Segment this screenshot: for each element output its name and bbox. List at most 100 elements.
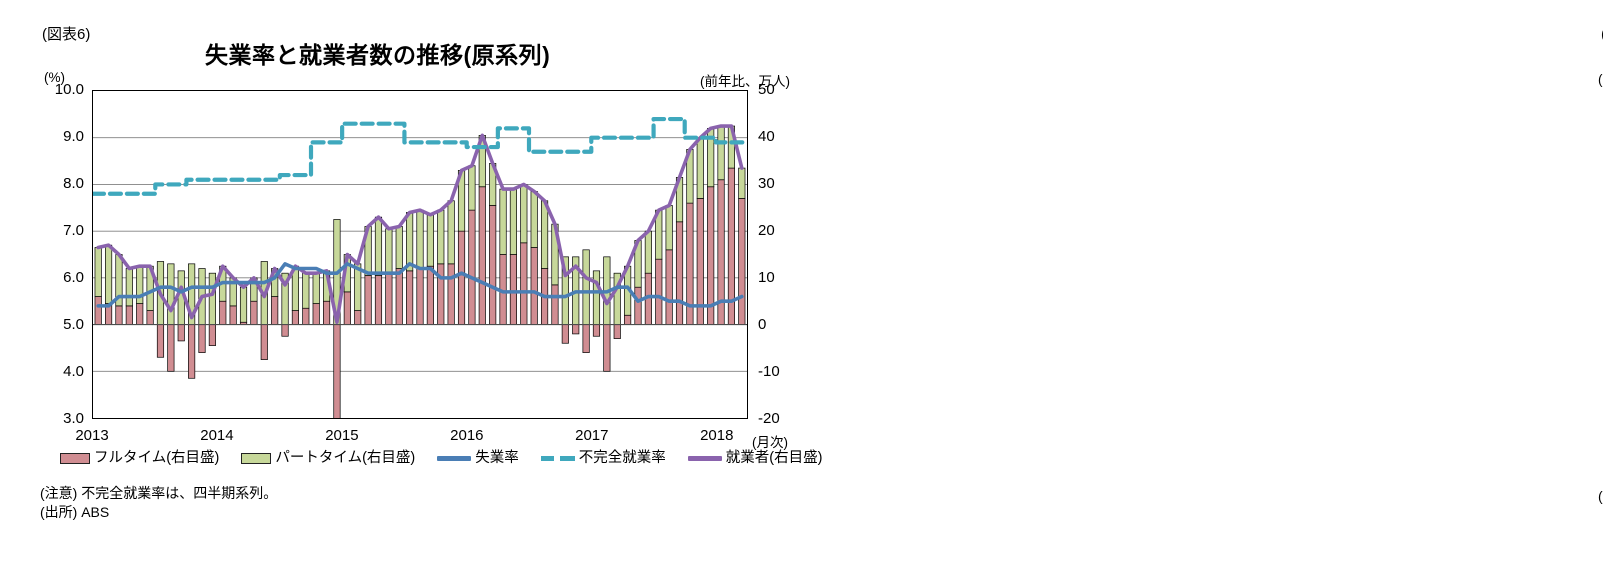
figure-6-y-tick-8.0: 8.0 [63, 175, 84, 192]
stacked-bar [603, 256, 611, 372]
figure-6-y2-tick-30: 30 [758, 175, 775, 192]
legend-label: パートタイム(右目盛) [275, 450, 416, 466]
figure-6-plot-area [92, 90, 748, 419]
stacked-bar [312, 272, 320, 325]
figure-6-title: 失業率と就業者数の推移(原系列) [205, 42, 551, 68]
stacked-bar [696, 137, 704, 325]
figure-6-left-axis-unit: (%) [44, 70, 65, 85]
legend-item-不完全就業率[interactable]: 不完全就業率 [540, 450, 666, 466]
stacked-bar [156, 261, 165, 358]
stacked-bar [738, 167, 746, 325]
stacked-bar [395, 226, 403, 325]
legend-label: 不完全就業率 [578, 450, 666, 466]
stacked-bar [437, 209, 445, 325]
legend-swatch-box [60, 452, 90, 464]
figure-6-y2-tick-20: 20 [758, 222, 775, 239]
stacked-bar [499, 188, 507, 325]
figure-6-y2-tick-50: 50 [758, 81, 775, 98]
legend-swatch-line [437, 455, 472, 461]
figure-6-x-tick-2016: 2016 [450, 427, 484, 444]
stacked-bar [717, 125, 725, 325]
stacked-bar [624, 265, 632, 325]
figure-7-y-tick-3.5: 3.5 [1592, 79, 1603, 94]
figure-6-y2-tick-10: 10 [758, 269, 775, 286]
stacked-bar [541, 200, 549, 325]
stacked-bar [229, 277, 237, 325]
stacked-bar [582, 249, 590, 353]
figure-6-y-tick-7.0: 7.0 [63, 222, 84, 239]
figure-6-x-tick-2018: 2018 [700, 427, 734, 444]
figure-6-y-tick-10.0: 10.0 [54, 81, 84, 98]
stacked-bar [406, 212, 414, 325]
figure-6-x-tick-2015: 2015 [325, 427, 359, 444]
figure-7-source: (出所)ABS [1598, 488, 1603, 504]
stacked-bar [94, 247, 102, 325]
stacked-bar [520, 184, 528, 325]
figure-6-footnotes: (注意) 不完全就業率は、四半期系列。 (出所) ABS [40, 484, 277, 523]
stacked-bar [115, 254, 123, 325]
stacked-bar [468, 165, 476, 325]
figure-6-panel: (図表6) 失業率と就業者数の推移(原系列) (%) (前年比、万人) 3.0 4… [0, 0, 822, 563]
figure-7-y-tick-0.0: 0.0 [1592, 411, 1603, 426]
figure-6-y2-tick--10: -10 [758, 363, 780, 380]
legend-item-フルタイム-右目盛[interactable]: フルタイム(右目盛) [60, 451, 219, 466]
legend-swatch-box [241, 452, 272, 464]
stacked-bar [509, 188, 517, 325]
stacked-bar [686, 149, 694, 325]
figure-6-canvas [93, 116, 747, 418]
figure-6-y-tick-5.0: 5.0 [63, 316, 84, 333]
stacked-bar [239, 286, 248, 325]
figure-6-number: (図表6) [42, 26, 91, 43]
stacked-bar [188, 263, 196, 379]
legend-swatch-dashed-line [540, 455, 575, 461]
stacked-bar [665, 205, 673, 325]
figure-6-y2-tick-0: 0 [758, 316, 767, 333]
legend-label: 就業者(右目盛) [725, 450, 823, 466]
legend-item-パートタイム-右目盛[interactable]: パートタイム(右目盛) [241, 451, 415, 466]
figure-7-y-tick-1.0: 1.0 [1592, 316, 1603, 331]
figure-6-y-tick-6.0: 6.0 [63, 269, 84, 286]
stacked-bar [374, 216, 383, 325]
stacked-bar [457, 170, 466, 325]
figure-6-right-axis-unit: (前年比、万人) [700, 74, 790, 89]
legend-label: フルタイム(右目盛) [94, 450, 220, 466]
stacked-bar [167, 263, 175, 372]
figure-7-y-tick-3.0: 3.0 [1592, 126, 1603, 141]
figure-7-y-tick-1.5: 1.5 [1592, 269, 1603, 284]
figure-6-legend: フルタイム(右目盛) パートタイム(右目盛) 失業率 不完全就業率 就業者(右目盛) [60, 451, 822, 466]
stacked-bar [354, 263, 362, 325]
figure-6-y2-tick--20: -20 [758, 410, 780, 427]
figure-6-y2-tick-40: 40 [758, 128, 775, 145]
figure-7-y-tick-0.5: 0.5 [1592, 364, 1603, 379]
stacked-bar [385, 228, 393, 325]
legend-item-失業率[interactable]: 失業率 [437, 451, 519, 466]
stacked-bar [655, 209, 663, 325]
figure-7-footnotes: (出所)ABS [1598, 487, 1603, 506]
figure-7-y-tick-2.0: 2.0 [1592, 221, 1603, 236]
stacked-bar [291, 265, 299, 325]
figure-6-x-unit: (月次) [752, 435, 788, 450]
stacked-bar [634, 240, 642, 325]
stacked-bar [727, 125, 735, 325]
figure-6-y-tick-4.0: 4.0 [63, 363, 84, 380]
figure-6-y-tick-3.0: 3.0 [63, 410, 84, 427]
stacked-bar [260, 261, 268, 360]
figure-6-x-tick-2014: 2014 [200, 427, 234, 444]
stacked-bar [478, 135, 486, 325]
stacked-bar [530, 191, 538, 325]
stacked-bar [447, 200, 455, 325]
legend-item-就業者-右目盛[interactable]: 就業者(右目盛) [687, 450, 823, 466]
figure-6-x-tick-2017: 2017 [575, 427, 609, 444]
stacked-bar [198, 268, 206, 353]
figure-6-y-tick-9.0: 9.0 [63, 128, 84, 145]
figure-6-source: (出所) ABS [40, 504, 110, 521]
figure-7-panel: (図表7) インフレ率と賃金上昇率の推移(原系列) (前年同期比、%) 0.00… [795, 0, 1603, 563]
legend-swatch-line [687, 455, 722, 461]
figure-6-x-tick-2013: 2013 [75, 427, 109, 444]
figure-7-number: (図表7) [1601, 23, 1603, 44]
figure-7-y-tick-2.5: 2.5 [1592, 174, 1603, 189]
stacked-bar [105, 244, 113, 325]
stacked-bar [489, 163, 497, 325]
stacked-bar [644, 230, 652, 325]
